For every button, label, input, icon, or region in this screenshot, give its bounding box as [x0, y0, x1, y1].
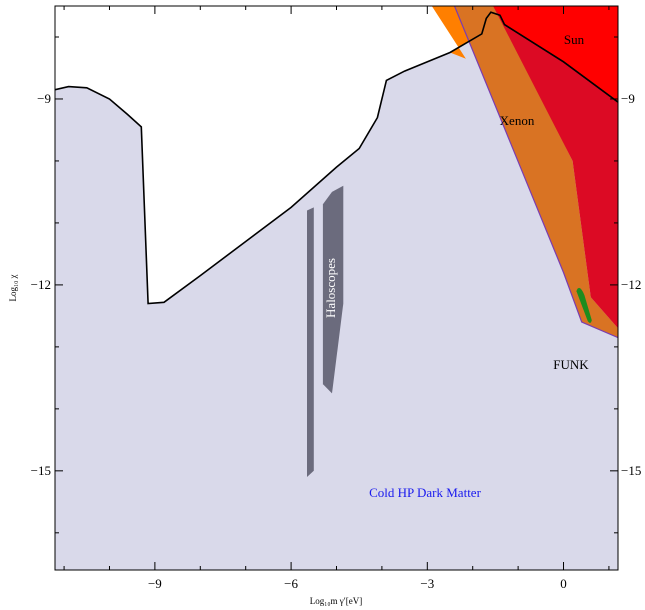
y-tick-label-right: −12 — [621, 277, 641, 292]
funk-region — [576, 287, 592, 323]
plot-layer — [55, 6, 618, 570]
haloscope-band — [307, 207, 314, 477]
y-axis-title: Log₁₀ χ — [8, 274, 18, 301]
y-tick-label-right: −15 — [621, 463, 641, 478]
sun-boundary-line — [504, 24, 618, 103]
axis-ticks — [55, 6, 618, 570]
tick-labels: −9 −6 −3 0 −9 −12 −15 −9 −12 −15 — [31, 91, 642, 591]
y-tick-label-right: −9 — [621, 91, 635, 106]
x-tick-label: −6 — [284, 576, 298, 591]
funk-label: FUNK — [553, 357, 589, 372]
y-tick-label-left: −15 — [31, 463, 51, 478]
x-axis-title: Log₁₀m γ′[eV] — [310, 596, 362, 606]
cold-dm-boundary-line — [55, 11, 618, 305]
haloscope-band — [322, 191, 332, 394]
xenon-region — [431, 6, 618, 338]
x-tick-label: −9 — [148, 576, 162, 591]
sun-dark-region — [493, 6, 618, 329]
x-tick-label: −3 — [420, 576, 434, 591]
y-tick-label-left: −9 — [37, 91, 51, 106]
y-tick-label-left: −12 — [31, 277, 51, 292]
xenon-boundary-line — [453, 6, 618, 339]
cold-dm-label: Cold HP Dark Matter — [369, 485, 481, 500]
xenon-label: Xenon — [500, 113, 535, 128]
haloscope-band — [332, 185, 344, 394]
haloscopes-label: Haloscopes — [323, 258, 338, 318]
x-tick-label: 0 — [560, 576, 567, 591]
sun-label: Sun — [564, 32, 585, 47]
